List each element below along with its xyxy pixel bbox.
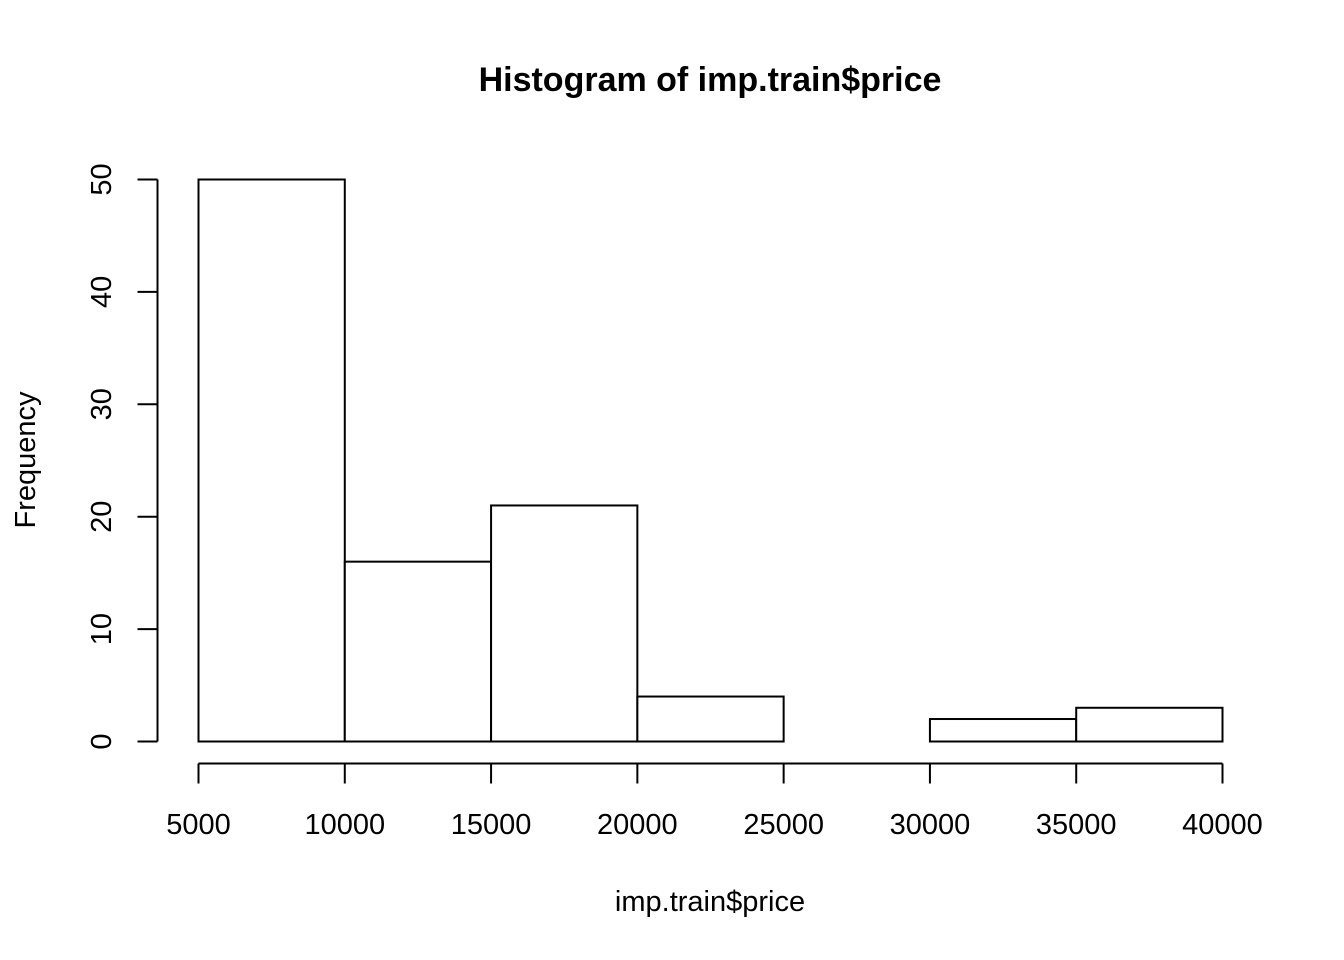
y-tick-label-1: 10	[86, 613, 118, 645]
y-tick-label-4: 40	[86, 276, 118, 308]
y-axis-label: Frequency	[10, 391, 42, 529]
x-tick-label-7: 40000	[1182, 809, 1263, 841]
y-tick-label-5: 50	[86, 163, 118, 195]
x-tick-label-1: 10000	[304, 809, 385, 841]
y-tick-label-0: 0	[86, 733, 118, 749]
y-tick-label-3: 30	[86, 388, 118, 420]
x-tick-label-6: 35000	[1036, 809, 1117, 841]
x-axis: 5000 10000 15000 20000 25000 30000 35000 40000	[166, 762, 1263, 841]
y-tick-label-2: 20	[86, 501, 118, 533]
histogram-bar-6	[1075, 706, 1224, 743]
y-axis: 0 10 20 30 40 50	[86, 163, 159, 750]
histogram-bar-0	[197, 178, 346, 743]
x-tick-label-3: 20000	[597, 809, 678, 841]
histogram-bar-5	[928, 718, 1078, 743]
x-tick-label-5: 30000	[890, 809, 971, 841]
x-axis-label: imp.train$price	[615, 886, 805, 918]
histogram-bar-1	[343, 560, 493, 743]
histogram-bar-3	[636, 695, 785, 743]
x-tick-label-2: 15000	[451, 809, 532, 841]
histogram-bars	[197, 178, 1224, 743]
x-tick-label-0: 5000	[166, 809, 231, 841]
x-tick-label-4: 25000	[743, 809, 824, 841]
chart-title: Histogram of imp.train$price	[479, 61, 942, 99]
histogram-bar-2	[490, 504, 639, 743]
